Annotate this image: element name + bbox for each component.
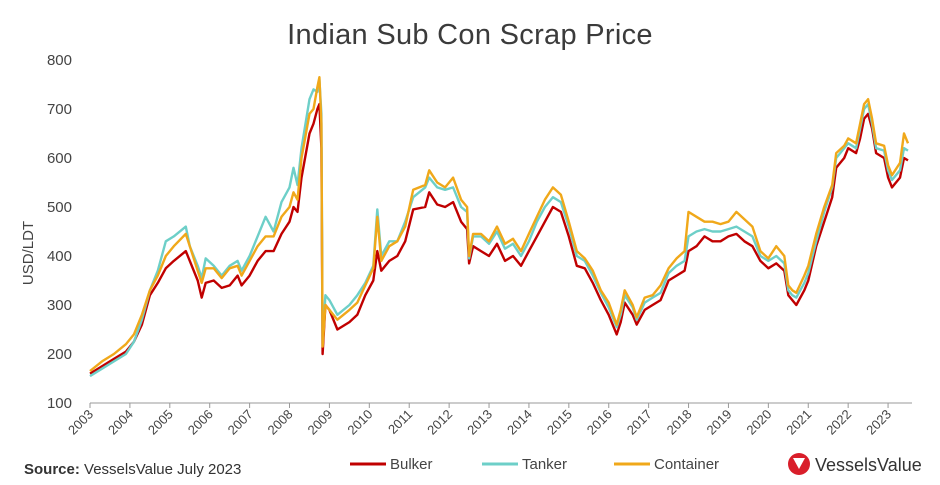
series-lines <box>89 76 910 378</box>
legend-label-bulker: Bulker <box>390 456 433 473</box>
x-tick-label: 2005 <box>145 407 176 438</box>
y-tick-label: 400 <box>47 248 72 265</box>
x-tick-label: 2011 <box>385 407 415 437</box>
x-tick-label: 2021 <box>783 407 814 438</box>
brand-logo-icon <box>788 453 810 475</box>
chart-title: Indian Sub Con Scrap Price <box>287 19 653 51</box>
source-label: Source: <box>24 461 80 478</box>
y-tick-label: 500 <box>47 199 72 216</box>
x-tick-label: 2010 <box>344 407 375 438</box>
source-text: VesselsValue July 2023 <box>80 461 242 478</box>
brand-name: VesselsValue <box>815 455 922 475</box>
x-tick-label: 2014 <box>504 407 535 438</box>
x-tick-label: 2023 <box>863 407 894 438</box>
series-line-container <box>89 76 910 373</box>
y-tick-label: 800 <box>47 52 72 69</box>
x-tick-label: 2012 <box>424 407 455 438</box>
y-tick-label: 100 <box>47 395 72 412</box>
x-tick-label: 2008 <box>265 407 296 438</box>
x-tick-label: 2004 <box>105 407 136 438</box>
source-note: Source: VesselsValue July 2023 <box>24 461 241 478</box>
x-tick-label: 2016 <box>584 407 615 438</box>
series-line-tanker <box>89 78 909 378</box>
legend-label-tanker: Tanker <box>522 456 567 473</box>
brand-logo: VesselsValue <box>788 453 922 475</box>
x-tick-label: 2015 <box>544 407 575 438</box>
y-tick-label: 300 <box>47 297 72 314</box>
x-tick-label: 2018 <box>664 407 695 438</box>
y-tick-label: 200 <box>47 346 72 363</box>
y-tick-label: 700 <box>47 101 72 118</box>
y-axis-ticks: 100 200 300 400 500 600 700 800 <box>47 52 72 412</box>
series-line-bulker <box>89 102 909 375</box>
x-axis-ticks: 2003 2004 2005 2006 2007 2008 2009 2010 2011 2012… <box>65 403 894 438</box>
x-tick-label: 2020 <box>743 407 774 438</box>
x-tick-label: 2022 <box>823 407 854 438</box>
x-tick-label: 2007 <box>225 407 256 438</box>
y-tick-label: 600 <box>47 150 72 167</box>
x-tick-label: 2013 <box>464 407 495 438</box>
legend-label-container: Container <box>654 456 719 473</box>
y-axis-label: USD/LDT <box>20 221 37 285</box>
x-tick-label: 2019 <box>704 407 735 438</box>
x-tick-label: 2009 <box>304 407 335 438</box>
legend: Bulker Tanker Container <box>350 456 719 473</box>
x-tick-label: 2017 <box>624 407 655 438</box>
x-tick-label: 2006 <box>185 407 216 438</box>
